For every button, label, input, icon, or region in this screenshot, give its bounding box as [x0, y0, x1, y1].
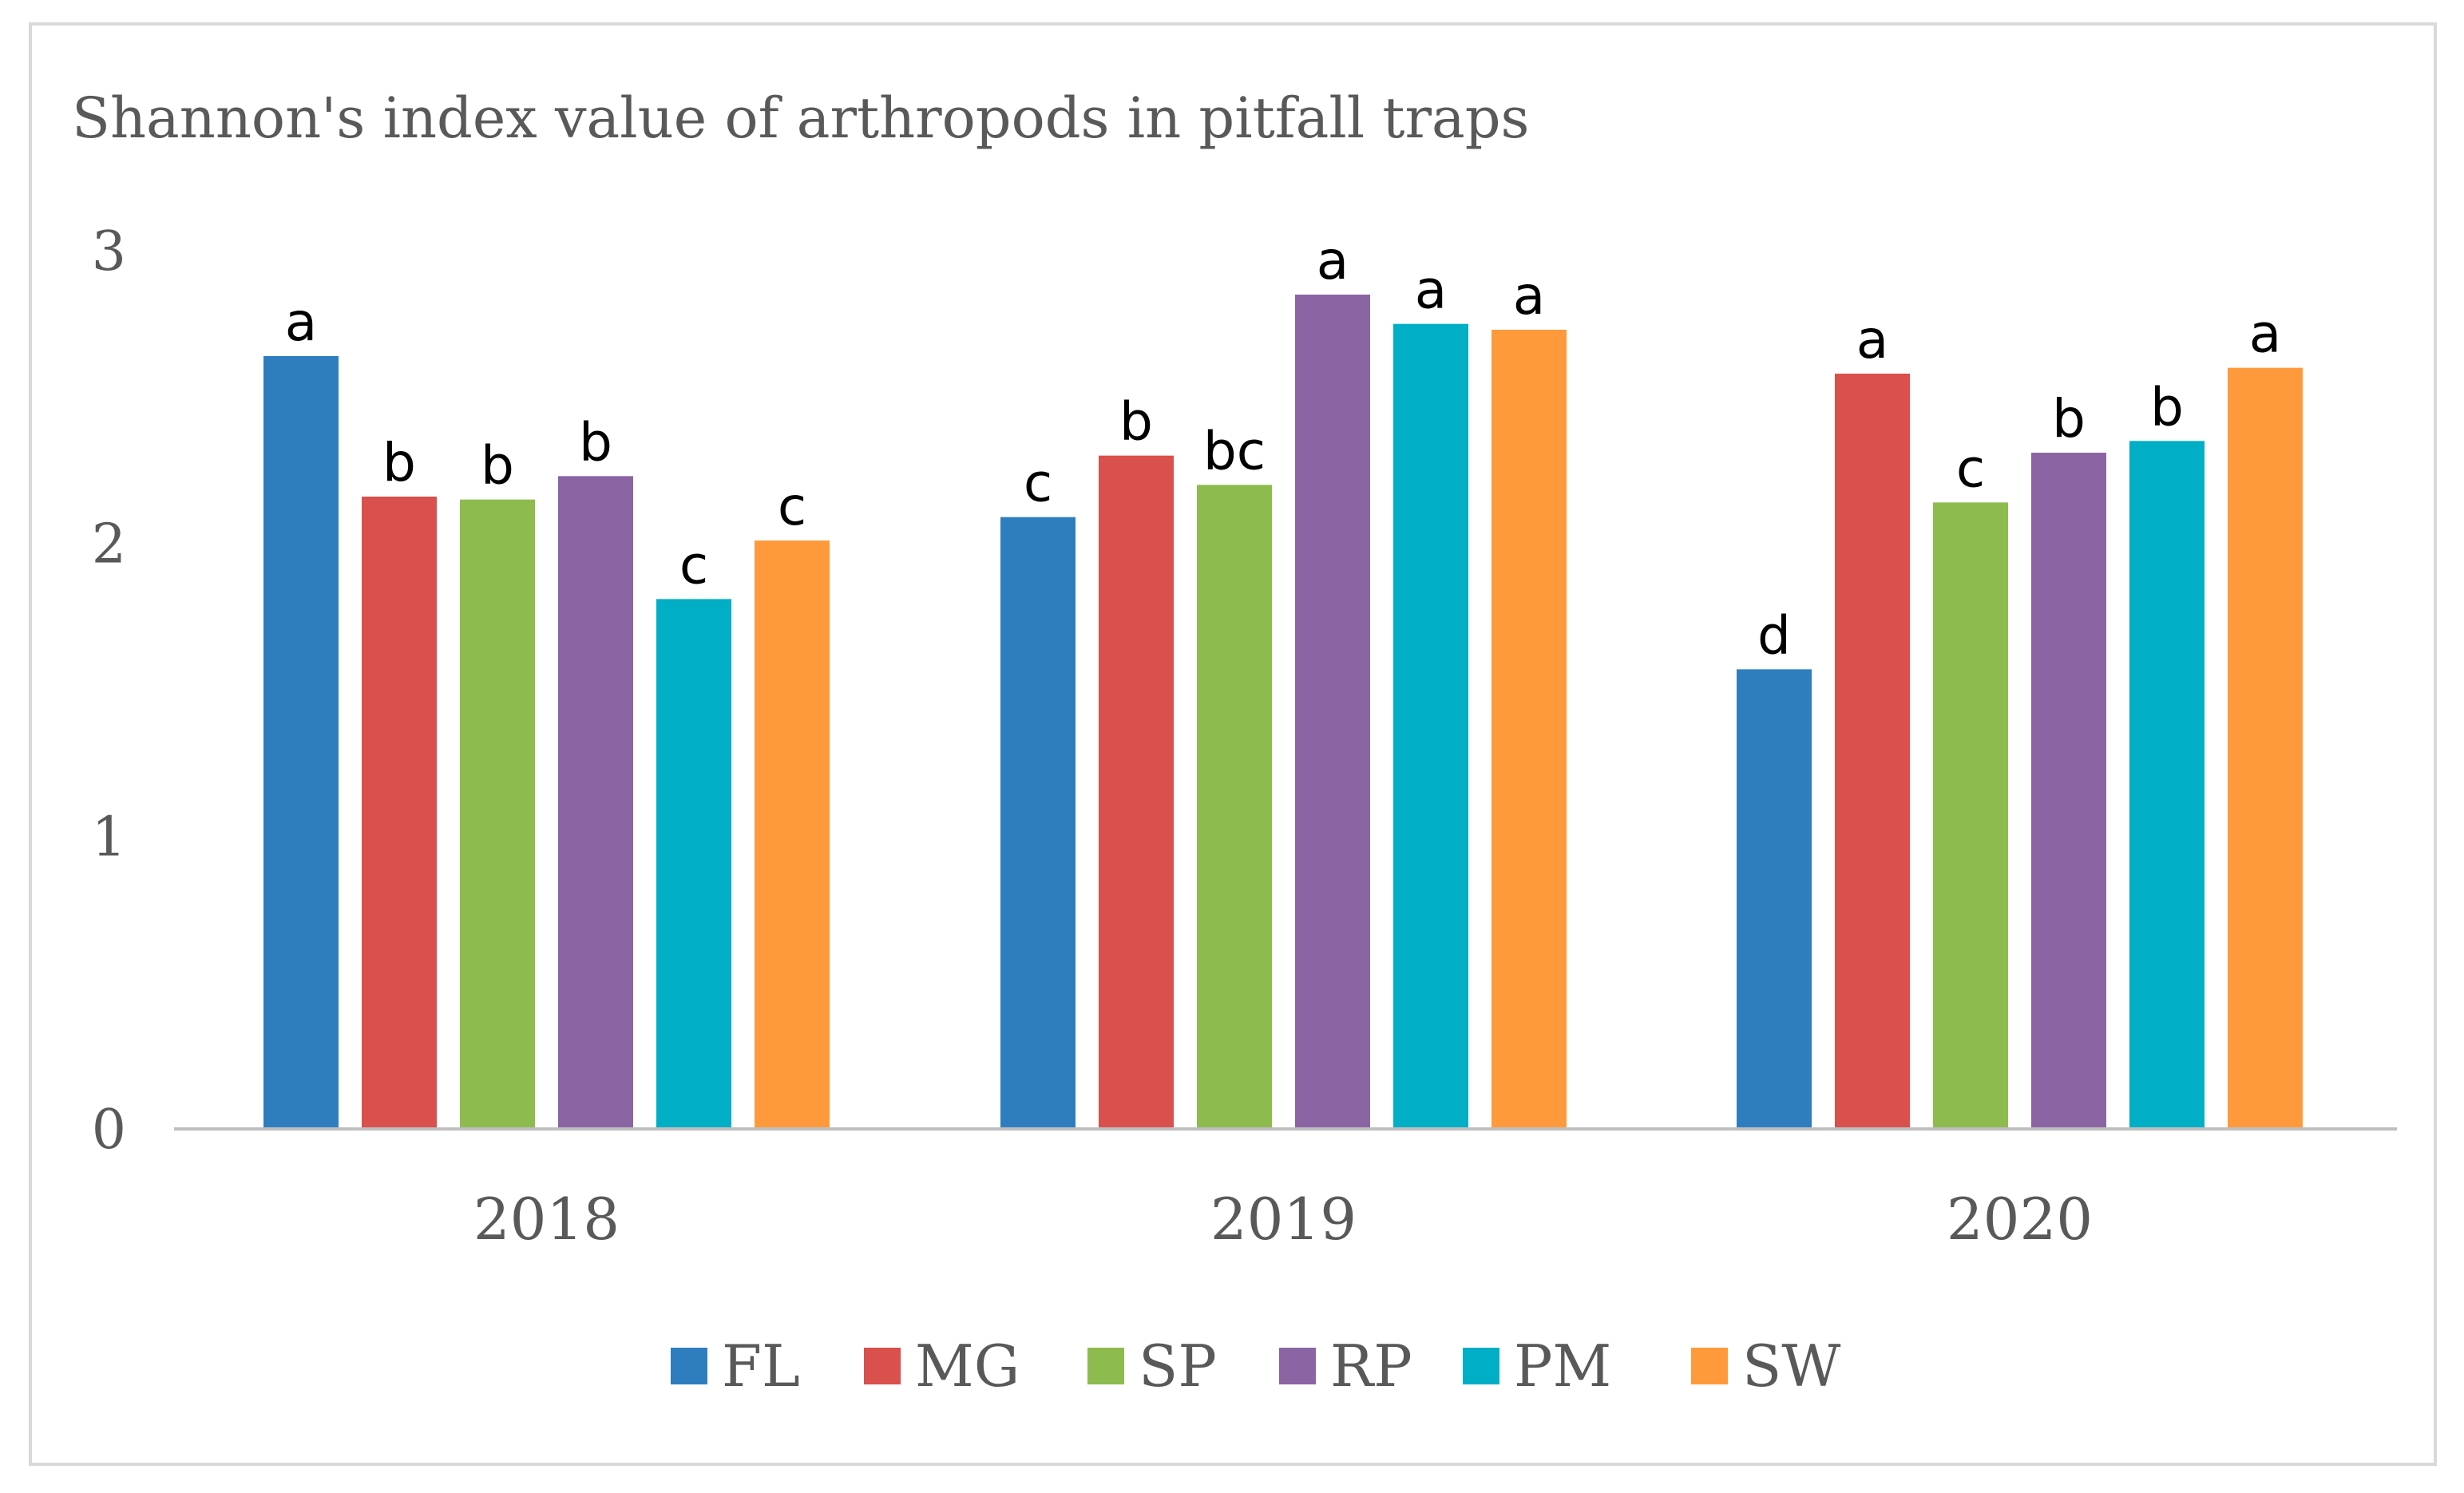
y-tick-label: 3 — [92, 220, 126, 283]
bar-sp-2020 — [1933, 502, 2008, 1129]
bar-rp-2018 — [558, 476, 633, 1129]
bar-pm-2020 — [2129, 441, 2205, 1129]
bar-fl-2020 — [1737, 669, 1812, 1129]
significance-letter: a — [1513, 265, 1545, 327]
bar-pm-2019 — [1393, 323, 1468, 1130]
legend-swatch-mg — [864, 1348, 901, 1384]
y-tick-label: 1 — [92, 806, 126, 869]
significance-letter: b — [579, 411, 612, 473]
bar-sp-2018 — [460, 499, 535, 1129]
significance-letter: c — [679, 534, 708, 596]
y-tick-label: 0 — [92, 1099, 126, 1162]
significance-letter: b — [2150, 376, 2184, 438]
significance-letter: a — [2249, 303, 2281, 365]
significance-letter: c — [1956, 438, 1985, 499]
bar-chart: Shannon's index value of arthropods in p… — [72, 85, 2397, 1400]
legend-swatch-fl — [671, 1348, 707, 1384]
bar-pm-2018 — [656, 599, 731, 1129]
chart-title: Shannon's index value of arthropods in p… — [72, 85, 1529, 151]
legend-label-sw: SW — [1742, 1333, 1840, 1400]
chart-frame: Shannon's index value of arthropods in p… — [29, 22, 2437, 1466]
x-tick-label: 2018 — [473, 1186, 620, 1253]
bar-rp-2020 — [2031, 453, 2106, 1129]
significance-letter: b — [1119, 391, 1153, 453]
legend-label-rp: RP — [1330, 1333, 1412, 1400]
significance-letter: a — [1415, 259, 1447, 321]
bar-sw-2019 — [1491, 330, 1567, 1129]
legend-label-fl: FL — [722, 1333, 800, 1400]
bar-sw-2020 — [2228, 367, 2303, 1130]
bar-sp-2019 — [1197, 485, 1272, 1129]
bar-sw-2018 — [755, 541, 830, 1129]
bar-rp-2019 — [1295, 295, 1370, 1129]
legend-label-mg: MG — [915, 1333, 1020, 1400]
significance-letter: bc — [1203, 420, 1266, 481]
bar-mg-2018 — [362, 497, 437, 1129]
significance-letter: b — [2052, 388, 2086, 449]
x-tick-label: 2020 — [1947, 1186, 2093, 1253]
significance-letter: c — [778, 476, 806, 537]
legend-swatch-sp — [1087, 1348, 1124, 1384]
x-tick-label: 2019 — [1210, 1186, 1357, 1253]
significance-letter: c — [1024, 453, 1052, 514]
significance-letter: b — [382, 432, 416, 493]
legend-swatch-sw — [1691, 1348, 1728, 1384]
significance-letter: a — [285, 291, 317, 353]
bar-fl-2019 — [1000, 517, 1076, 1129]
significance-letter: a — [1317, 230, 1349, 291]
bar-fl-2018 — [263, 356, 339, 1129]
legend-swatch-rp — [1279, 1348, 1316, 1384]
bar-mg-2019 — [1099, 455, 1174, 1129]
significance-letter: a — [1856, 309, 1888, 370]
legend-swatch-pm — [1463, 1348, 1499, 1384]
bar-mg-2020 — [1835, 374, 1910, 1129]
y-tick-label: 2 — [92, 513, 126, 576]
significance-letter: d — [1757, 604, 1791, 666]
significance-letter: b — [481, 435, 514, 497]
legend-label-pm: PM — [1514, 1333, 1611, 1400]
legend-label-sp: SP — [1139, 1333, 1217, 1400]
